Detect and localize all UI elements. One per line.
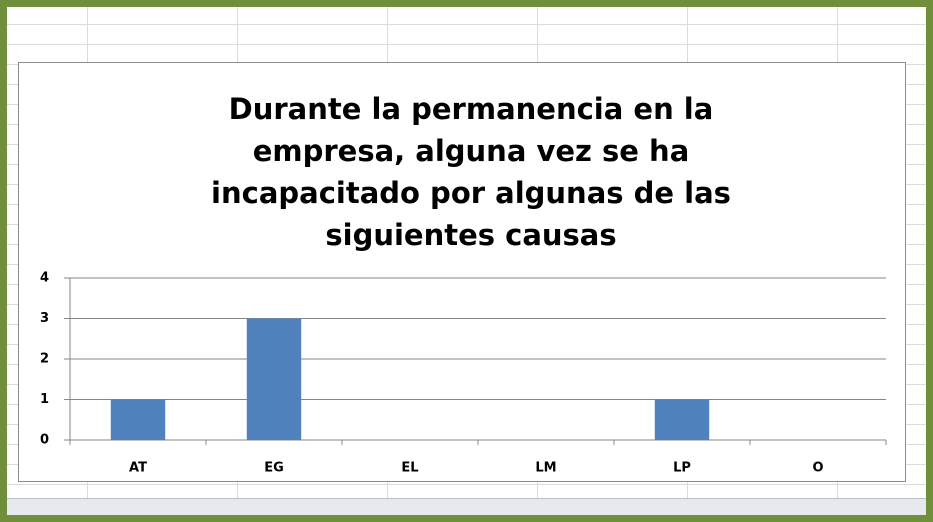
scrollbar[interactable] <box>7 498 926 515</box>
x-tick-label: EL <box>401 461 418 476</box>
y-tick-label: 3 <box>40 311 49 326</box>
chart-title: siguientes causas <box>325 218 616 252</box>
x-tick-label: AT <box>129 461 147 476</box>
x-tick-label: EG <box>264 461 284 476</box>
x-tick-label: O <box>812 461 823 476</box>
chart-title: incapacitado por algunas de las <box>211 176 731 210</box>
bar <box>246 318 302 440</box>
y-tick-label: 0 <box>40 433 49 448</box>
bar <box>110 399 166 440</box>
x-tick-label: LM <box>535 461 556 476</box>
chart-title: empresa, alguna vez se ha <box>253 134 690 168</box>
chart: Durante la permanencia en la empresa, alg… <box>18 62 906 482</box>
y-tick-label: 4 <box>40 271 49 286</box>
bar <box>654 399 710 440</box>
y-tick-label: 2 <box>40 352 49 367</box>
x-tick-label: LP <box>673 461 691 476</box>
chart-title: Durante la permanencia en la <box>229 92 714 126</box>
y-tick-label: 1 <box>40 392 49 407</box>
